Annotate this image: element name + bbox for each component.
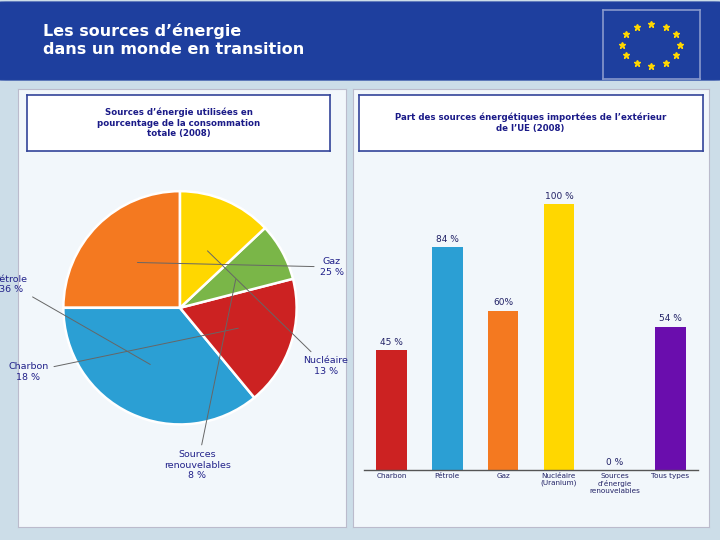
- Text: 84 %: 84 %: [436, 235, 459, 244]
- Text: Part des sources énergétiques importées de l’extérieur
de l’UE (2008): Part des sources énergétiques importées …: [395, 113, 666, 133]
- Wedge shape: [63, 308, 254, 424]
- Text: 54 %: 54 %: [659, 314, 682, 323]
- Bar: [487, 310, 518, 470]
- Bar: [432, 247, 463, 470]
- Bar: [655, 327, 686, 470]
- Text: Pétrole
36 %: Pétrole 36 %: [0, 275, 150, 364]
- Wedge shape: [180, 279, 297, 397]
- Wedge shape: [180, 191, 265, 308]
- Text: Sources
renouvelables
8 %: Sources renouvelables 8 %: [164, 280, 235, 480]
- Text: 45 %: 45 %: [380, 338, 403, 347]
- Bar: [544, 205, 575, 470]
- Text: 100 %: 100 %: [544, 192, 573, 201]
- Wedge shape: [180, 228, 293, 308]
- Bar: [376, 350, 407, 470]
- Wedge shape: [63, 191, 180, 308]
- FancyBboxPatch shape: [0, 2, 720, 80]
- Text: 60%: 60%: [493, 299, 513, 307]
- Text: Nucléaire
13 %: Nucléaire 13 %: [207, 251, 348, 376]
- Text: Charbon
18 %: Charbon 18 %: [8, 328, 238, 382]
- Text: 0 %: 0 %: [606, 457, 624, 467]
- Text: Gaz
25 %: Gaz 25 %: [138, 257, 343, 276]
- Text: Les sources d’énergie
dans un monde en transition: Les sources d’énergie dans un monde en t…: [43, 23, 305, 57]
- Text: Sources d’énergie utilisées en
pourcentage de la consommation
totale (2008): Sources d’énergie utilisées en pourcenta…: [97, 107, 260, 138]
